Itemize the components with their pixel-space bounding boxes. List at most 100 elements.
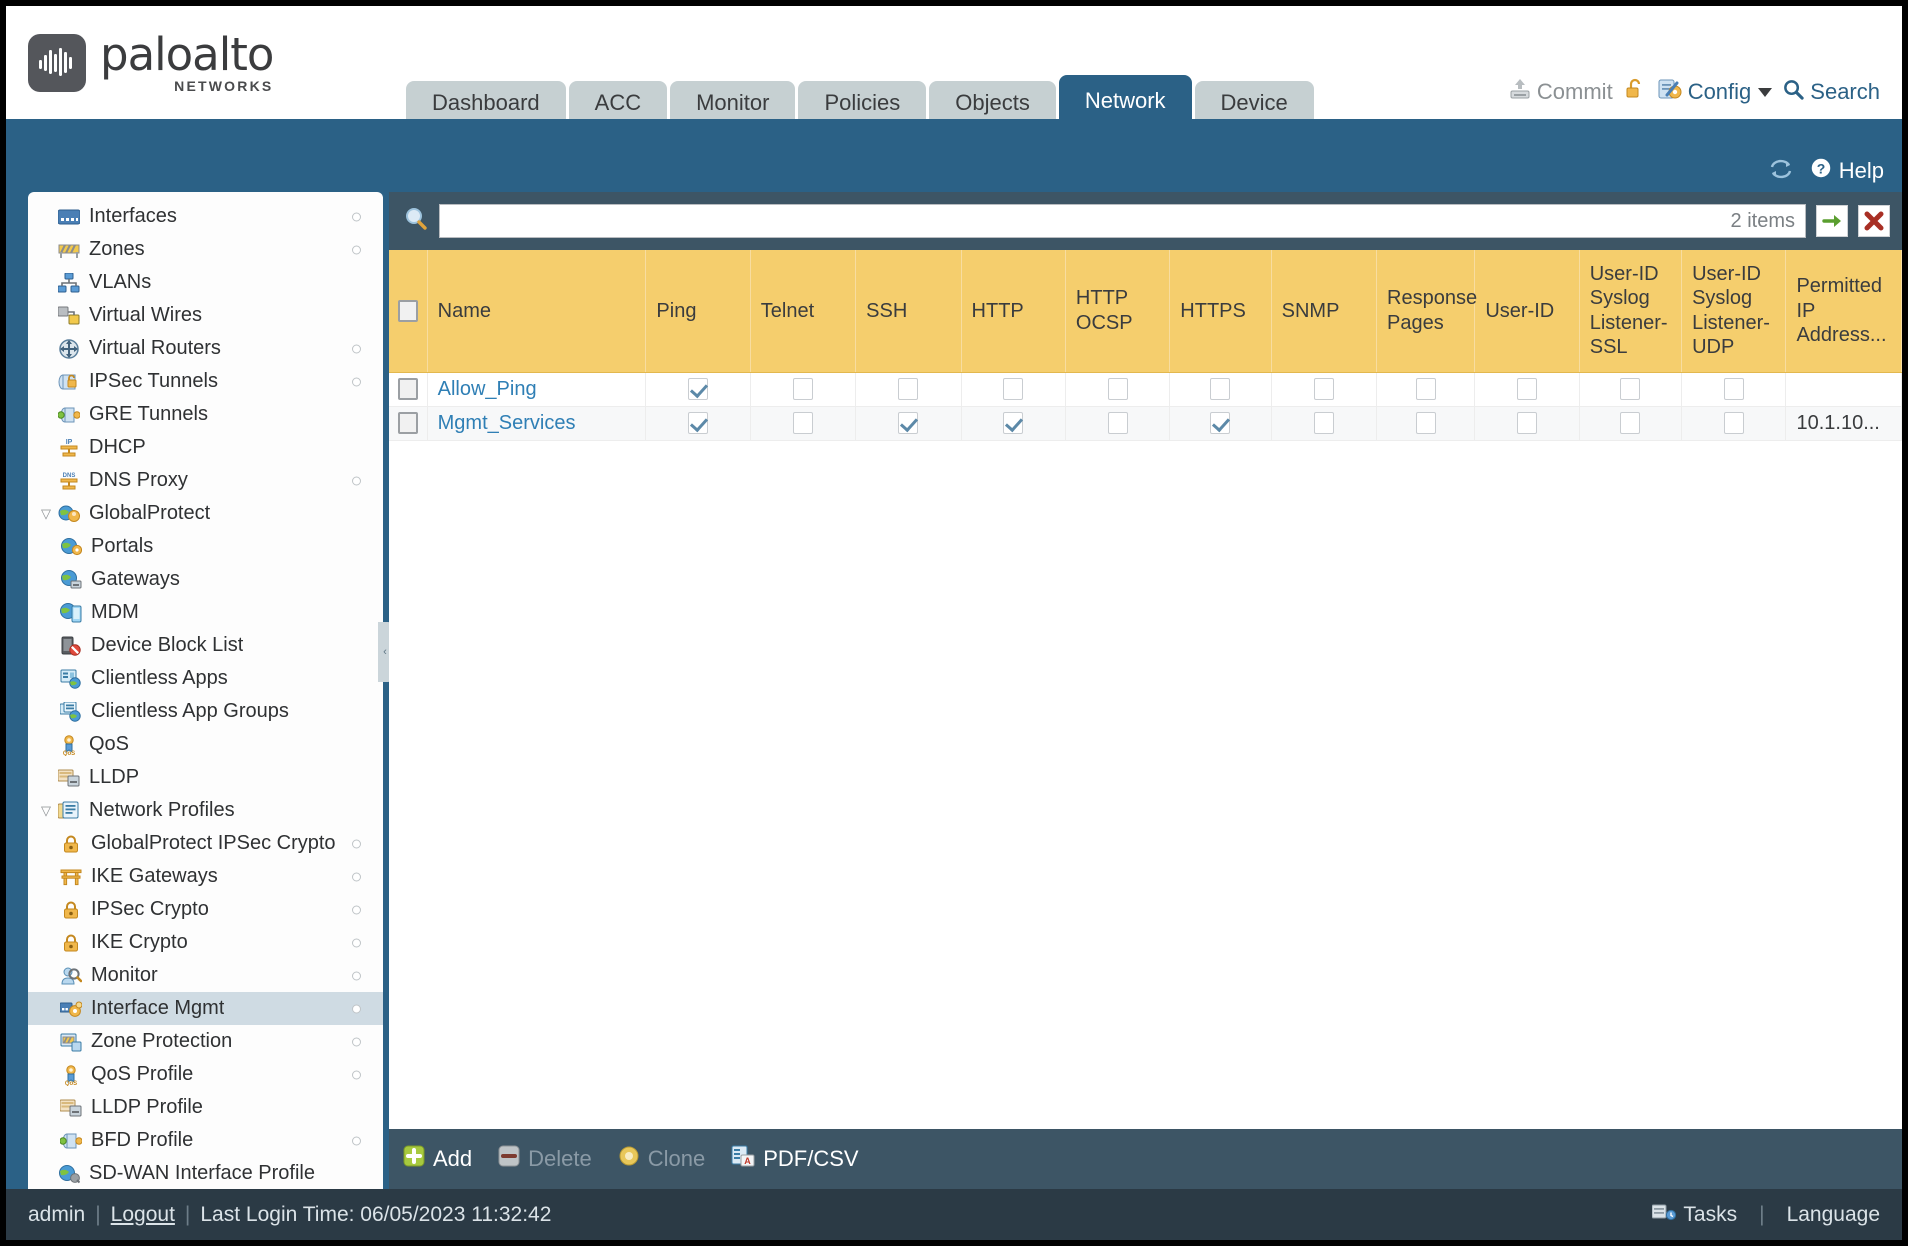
table-row[interactable]: Mgmt_Services [389, 406, 1902, 441]
sidebar-item-ike-crypto[interactable]: IKE Crypto [28, 926, 383, 959]
row-name-cell[interactable]: Allow_Ping [427, 372, 647, 407]
clone-button[interactable]: Clone [618, 1145, 705, 1173]
syslog-udp-checkbox[interactable] [1723, 378, 1744, 401]
cell-telnet[interactable] [750, 372, 857, 407]
telnet-checkbox[interactable] [792, 378, 813, 401]
cell-user-id[interactable] [1474, 372, 1580, 407]
sidebar-item-dhcp[interactable]: IP DHCP [28, 431, 383, 464]
sidebar-item-vlans[interactable]: VLANs [28, 266, 383, 299]
sidebar-item-network-profiles[interactable]: ▽ Network Profiles [28, 794, 383, 827]
column-header-telnet[interactable]: Telnet [750, 250, 857, 373]
sidebar-item-gateways[interactable]: Gateways [28, 563, 383, 596]
select-all-checkbox[interactable] [397, 300, 418, 323]
cell-https[interactable] [1169, 372, 1272, 407]
clear-filter-button[interactable] [1858, 205, 1890, 237]
language-button[interactable]: Language [1787, 1203, 1880, 1227]
tab-objects[interactable]: Objects [929, 81, 1056, 126]
sidebar-item-interfaces[interactable]: Interfaces [28, 200, 383, 233]
tasks-button[interactable]: Tasks [1651, 1202, 1737, 1228]
sidebar-item-ipsec-crypto[interactable]: IPSec Crypto [28, 893, 383, 926]
column-header-response-pages[interactable]: Response Pages [1376, 250, 1477, 373]
ssh-checkbox[interactable] [898, 412, 919, 435]
user-id-checkbox[interactable] [1517, 378, 1538, 401]
response-pages-checkbox[interactable] [1415, 378, 1436, 401]
logout-link[interactable]: Logout [110, 1202, 175, 1226]
tab-policies[interactable]: Policies [798, 81, 927, 126]
column-header-syslog-ssl[interactable]: User-ID Syslog Listener-SSL [1579, 250, 1683, 373]
sidebar-item-portals[interactable]: Portals [28, 530, 383, 563]
table-row[interactable]: Allow_Ping [389, 372, 1902, 407]
unlock-icon[interactable] [1623, 77, 1647, 107]
http-ocsp-checkbox[interactable] [1107, 378, 1128, 401]
http-ocsp-checkbox[interactable] [1107, 412, 1128, 435]
sidebar-item-lldp[interactable]: LLDP [28, 761, 383, 794]
sidebar-item-zone-protection[interactable]: Zone Protection [28, 1025, 383, 1058]
delete-button[interactable]: Delete [498, 1145, 592, 1173]
cell-response-pages[interactable] [1376, 406, 1476, 441]
tab-acc[interactable]: ACC [568, 81, 668, 126]
http-checkbox[interactable] [1003, 412, 1024, 435]
column-header-name[interactable]: Name [427, 250, 647, 373]
cell-syslog-udp[interactable] [1681, 372, 1787, 407]
https-checkbox[interactable] [1210, 378, 1231, 401]
column-header-http[interactable]: HTTP [961, 250, 1066, 373]
column-header-https[interactable]: HTTPS [1169, 250, 1272, 373]
column-header-snmp[interactable]: SNMP [1271, 250, 1378, 373]
response-pages-checkbox[interactable] [1415, 412, 1436, 435]
sidebar-item-gre-tunnels[interactable]: GRE Tunnels [28, 398, 383, 431]
cell-response-pages[interactable] [1376, 372, 1476, 407]
sidebar-item-qos[interactable]: QoS QoS [28, 728, 383, 761]
https-checkbox[interactable] [1210, 412, 1231, 435]
column-header-syslog-udp[interactable]: User-ID Syslog Listener-UDP [1681, 250, 1787, 373]
sidebar-item-lldp-profile[interactable]: LLDP Profile [28, 1091, 383, 1124]
config-dropdown[interactable]: Config [1657, 77, 1773, 107]
sidebar-item-bfd-profile[interactable]: BFD Profile [28, 1124, 383, 1157]
tab-device[interactable]: Device [1194, 81, 1314, 126]
snmp-checkbox[interactable] [1313, 378, 1334, 401]
sidebar-item-ike-gateways[interactable]: IKE Gateways [28, 860, 383, 893]
http-checkbox[interactable] [1003, 378, 1024, 401]
column-header-permitted-ip[interactable]: Permitted IP Address... [1785, 250, 1902, 373]
ping-checkbox[interactable] [688, 412, 709, 435]
sidebar-item-globalprotect-ipsec-crypto[interactable]: GlobalProtect IPSec Crypto [28, 827, 383, 860]
search-button[interactable]: Search [1782, 78, 1880, 107]
cell-snmp[interactable] [1271, 372, 1378, 407]
ping-checkbox[interactable] [688, 378, 709, 401]
twisty-expanded[interactable]: ▽ [41, 802, 51, 818]
row-name-cell[interactable]: Mgmt_Services [427, 406, 647, 441]
cell-permitted-ip[interactable]: 10.1.10... [1785, 406, 1902, 441]
cell-telnet[interactable] [750, 406, 857, 441]
telnet-checkbox[interactable] [792, 412, 813, 435]
tab-dashboard[interactable]: Dashboard [406, 81, 566, 126]
tab-network[interactable]: Network [1058, 75, 1192, 126]
syslog-udp-checkbox[interactable] [1723, 412, 1744, 435]
twisty-expanded[interactable]: ▽ [41, 505, 51, 521]
column-header-ping[interactable]: Ping [645, 250, 751, 373]
row-select-cell[interactable] [389, 372, 428, 407]
sidebar-item-virtual-wires[interactable]: Virtual Wires [28, 299, 383, 332]
sidebar-item-clientless-apps[interactable]: Clientless Apps [28, 662, 383, 695]
sidebar-item-virtual-routers[interactable]: Virtual Routers [28, 332, 383, 365]
cell-ssh[interactable] [855, 406, 962, 441]
cell-http[interactable] [961, 406, 1066, 441]
column-header-user-id[interactable]: User-ID [1474, 250, 1580, 373]
cell-http[interactable] [961, 372, 1066, 407]
cell-snmp[interactable] [1271, 406, 1378, 441]
pdf-csv-button[interactable]: A PDF/CSV [731, 1144, 859, 1174]
sidebar-item-ipsec-tunnels[interactable]: IPSec Tunnels [28, 365, 383, 398]
search-input[interactable]: 2 items [439, 204, 1806, 238]
sidebar-item-mdm[interactable]: MDM [28, 596, 383, 629]
cell-syslog-udp[interactable] [1681, 406, 1787, 441]
user-id-checkbox[interactable] [1517, 412, 1538, 435]
cell-ssh[interactable] [855, 372, 962, 407]
select-all-header[interactable] [389, 250, 428, 373]
profile-name-link[interactable]: Mgmt_Services [437, 411, 576, 434]
profile-name-link[interactable]: Allow_Ping [437, 377, 537, 400]
column-header-ssh[interactable]: SSH [855, 250, 962, 373]
cell-user-id[interactable] [1474, 406, 1580, 441]
cell-http-ocsp[interactable] [1065, 406, 1171, 441]
sidebar-item-qos-profile[interactable]: QoS QoS Profile [28, 1058, 383, 1091]
ssh-checkbox[interactable] [898, 378, 919, 401]
sidebar-item-dns-proxy[interactable]: DNS DNS Proxy [28, 464, 383, 497]
commit-button[interactable]: Commit [1508, 77, 1613, 107]
